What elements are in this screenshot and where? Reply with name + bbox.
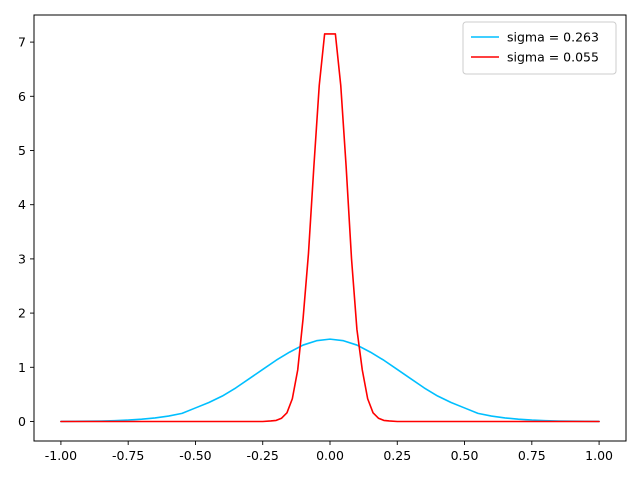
x-tick-label: -0.50 <box>179 448 211 463</box>
x-tick-label: 0.25 <box>383 448 411 463</box>
y-axis: 0 1 2 3 4 5 6 7 <box>18 35 34 429</box>
x-tick-label: -0.75 <box>112 448 144 463</box>
y-tick-label: 1 <box>18 360 26 375</box>
x-axis: -1.00 -0.75 -0.50 -0.25 0.00 0.25 0.50 0.75 1.00 <box>45 441 613 463</box>
y-tick-label: 5 <box>18 143 26 158</box>
y-tick-label: 3 <box>18 251 26 266</box>
y-tick-label: 6 <box>18 89 26 104</box>
x-tick-label: 0.50 <box>451 448 479 463</box>
legend-label-0: sigma = 0.263 <box>507 30 599 45</box>
x-tick-label: -0.25 <box>247 448 279 463</box>
series-layer <box>60 33 600 423</box>
y-tick-label: 4 <box>18 197 26 212</box>
legend-label-1: sigma = 0.055 <box>507 50 599 65</box>
series-line-1 <box>60 33 600 423</box>
legend: sigma = 0.263 sigma = 0.055 <box>462 21 617 75</box>
x-tick-label: 0.75 <box>518 448 546 463</box>
legend-box <box>462 21 617 75</box>
x-tick-label: -1.00 <box>45 448 77 463</box>
y-tick-label: 2 <box>18 306 26 321</box>
x-tick-label: 1.00 <box>585 448 613 463</box>
y-tick-label: 0 <box>18 414 26 429</box>
y-tick-label: 7 <box>18 35 26 50</box>
series-line-0 <box>60 338 600 423</box>
x-tick-label: 0.00 <box>316 448 344 463</box>
